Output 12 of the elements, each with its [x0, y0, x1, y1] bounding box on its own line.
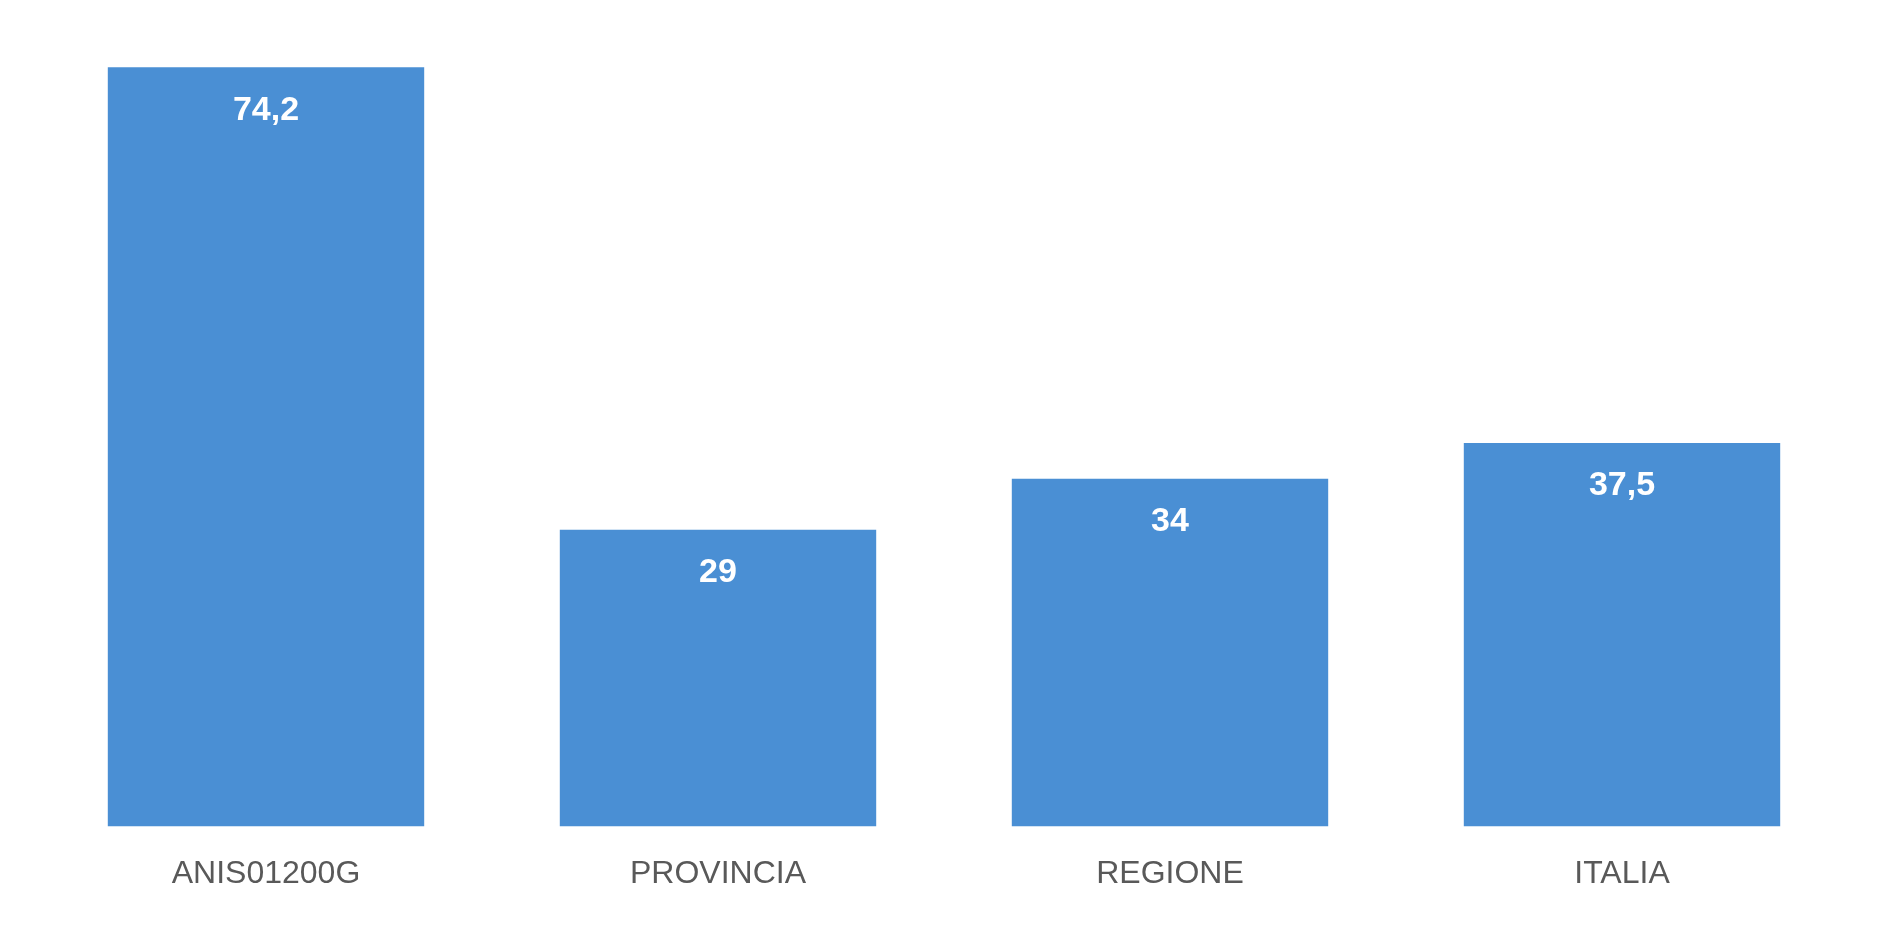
data-label: 37,5: [1588, 464, 1656, 503]
x-tick-label: ANIS01200G: [171, 853, 361, 890]
bar: [1011, 478, 1329, 827]
data-label: 29: [699, 551, 737, 590]
bar: [107, 67, 425, 827]
bar: [1463, 442, 1781, 827]
bar: [559, 529, 877, 827]
data-label: 34: [1151, 500, 1189, 539]
x-tick-label: ITALIA: [1574, 853, 1671, 890]
data-label: 74,2: [232, 88, 300, 127]
x-tick-label: PROVINCIA: [629, 853, 807, 890]
x-tick-label: REGIONE: [1096, 853, 1244, 890]
